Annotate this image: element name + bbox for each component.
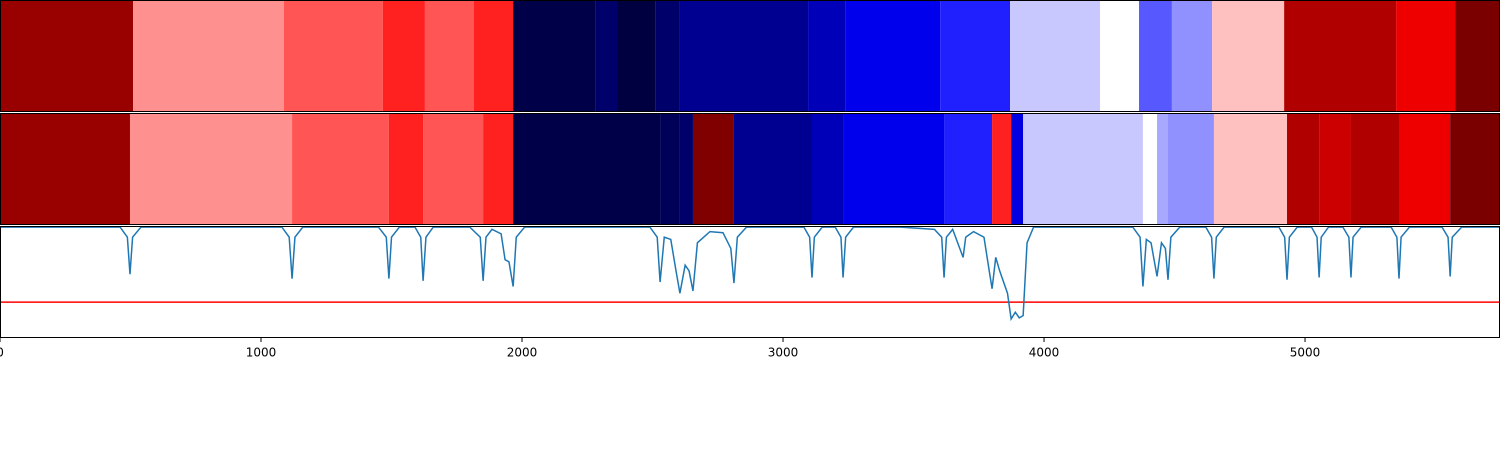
segment	[129, 113, 293, 225]
segment	[1284, 0, 1397, 112]
segment	[808, 0, 846, 112]
x-tick-label: 1000	[246, 346, 277, 360]
segment	[733, 113, 812, 225]
segment	[424, 0, 474, 112]
segment	[992, 113, 1012, 225]
segment	[595, 0, 618, 112]
segment	[473, 0, 514, 112]
segment	[283, 0, 383, 112]
segment	[388, 113, 424, 225]
segment	[513, 0, 596, 112]
segment	[1100, 0, 1140, 112]
segment	[1450, 113, 1500, 225]
segment	[843, 113, 945, 225]
score-line	[0, 226, 1500, 322]
segment	[292, 113, 389, 225]
segment	[1171, 0, 1213, 112]
x-tick-label: 4000	[1029, 346, 1060, 360]
segment	[845, 0, 941, 112]
segment	[0, 113, 130, 225]
segment	[679, 113, 693, 225]
segment	[940, 0, 1011, 112]
segment	[483, 113, 514, 225]
segment	[1011, 113, 1024, 225]
segment	[423, 113, 484, 225]
x-tick-label: 2000	[507, 346, 538, 360]
panel-frame	[0, 226, 1500, 338]
segment	[811, 113, 844, 225]
segment	[1023, 113, 1143, 225]
x-tick-label: 5000	[1290, 346, 1321, 360]
segment	[655, 0, 680, 112]
segment	[692, 113, 734, 225]
segment	[1168, 113, 1214, 225]
segment	[1139, 0, 1172, 112]
segment	[660, 113, 680, 225]
x-tick-label: 0	[0, 346, 4, 360]
segment	[133, 0, 284, 112]
segment	[1396, 0, 1456, 112]
segment	[382, 0, 425, 112]
segment	[1350, 113, 1399, 225]
segment	[1142, 113, 1158, 225]
segment	[944, 113, 993, 225]
segment	[1287, 113, 1320, 225]
segment	[1213, 113, 1288, 225]
segment	[1157, 113, 1169, 225]
segment	[679, 0, 809, 112]
segment	[1212, 0, 1285, 112]
x-tick-label: 3000	[768, 346, 799, 360]
segment	[617, 0, 656, 112]
segment	[513, 113, 661, 225]
segment	[1398, 113, 1451, 225]
segment	[1010, 0, 1101, 112]
segment	[0, 0, 134, 112]
segment	[1319, 113, 1351, 225]
segment	[1455, 0, 1500, 112]
